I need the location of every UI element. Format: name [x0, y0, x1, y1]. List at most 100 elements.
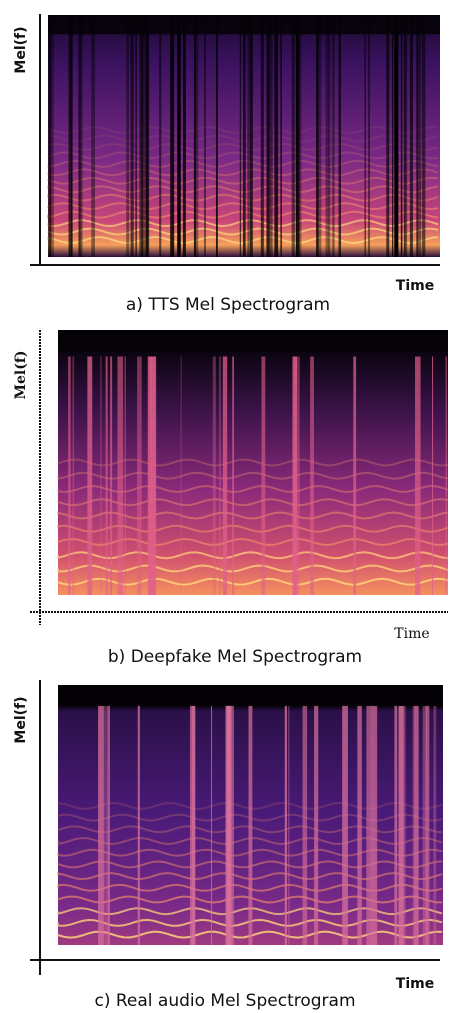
texture-stroke: [374, 705, 378, 945]
texture-stroke: [325, 15, 329, 257]
texture-stroke: [177, 15, 180, 257]
texture-stroke: [400, 15, 403, 257]
texture-stroke: [353, 356, 357, 595]
texture-stroke: [130, 15, 134, 257]
texture-stroke: [431, 356, 434, 595]
texture-stroke: [152, 356, 157, 595]
texture-stroke: [98, 705, 104, 945]
texture-stroke: [247, 15, 250, 257]
texture-stroke: [126, 15, 130, 257]
texture-stroke: [317, 15, 322, 257]
texture-stroke: [415, 356, 421, 595]
texture-stroke: [261, 356, 266, 595]
caption: b) Deepfake Mel Spectrogram: [108, 647, 362, 667]
texture-stroke: [215, 15, 218, 257]
texture-stroke: [395, 15, 399, 257]
texture-stroke: [316, 15, 319, 257]
texture-stroke: [404, 15, 406, 257]
texture-stroke: [147, 356, 153, 595]
texture-stroke: [418, 15, 422, 257]
texture-stroke: [145, 15, 149, 257]
texture-stroke: [100, 356, 102, 595]
texture-stroke: [139, 15, 144, 257]
texture-stroke: [193, 15, 196, 257]
texture-stroke: [342, 705, 348, 945]
x-axis-label: Time: [394, 626, 429, 642]
texture-stroke: [70, 15, 73, 257]
texture-stroke: [58, 330, 448, 352]
texture: [57, 685, 443, 945]
texture-stroke: [260, 15, 264, 257]
texture-stroke: [91, 15, 95, 257]
texture-stroke: [219, 356, 221, 595]
texture-stroke: [413, 705, 419, 945]
texture-stroke: [72, 356, 75, 595]
texture-stroke: [226, 705, 231, 945]
y-axis-label: Mel(f): [13, 351, 29, 400]
x-axis-label: Time: [396, 976, 434, 992]
texture-stroke: [48, 15, 440, 35]
texture-stroke: [242, 15, 246, 257]
texture-stroke: [403, 705, 406, 945]
texture-stroke: [232, 356, 235, 595]
texture-stroke: [180, 356, 182, 595]
texture-stroke: [107, 705, 110, 945]
texture: [57, 330, 449, 595]
texture-stroke: [117, 356, 124, 595]
texture-stroke: [284, 705, 287, 945]
texture-stroke: [68, 15, 72, 257]
texture-stroke: [248, 705, 253, 945]
texture-stroke: [212, 356, 216, 595]
texture-stroke: [412, 705, 414, 945]
texture-stroke: [110, 356, 113, 595]
texture-stroke: [194, 15, 199, 257]
texture-stroke: [210, 705, 213, 945]
texture-stroke: [170, 15, 175, 257]
texture-stroke: [182, 15, 186, 257]
y-axis-label: Mel(f): [13, 26, 29, 73]
texture-stroke: [398, 705, 404, 945]
texture-stroke: [189, 705, 196, 945]
texture-stroke: [280, 15, 282, 257]
texture-stroke: [370, 705, 375, 945]
texture-stroke: [425, 705, 430, 945]
texture: [47, 15, 440, 257]
texture-stroke: [422, 705, 428, 945]
texture-stroke: [332, 15, 335, 257]
texture-stroke: [105, 356, 108, 595]
caption: a) TTS Mel Spectrogram: [126, 295, 330, 315]
texture-stroke: [293, 356, 300, 595]
texture-stroke: [445, 356, 447, 595]
texture-stroke: [239, 15, 241, 257]
caption: c) Real audio Mel Spectrogram: [94, 991, 355, 1011]
texture-stroke: [422, 15, 426, 257]
texture-stroke: [386, 15, 390, 257]
texture-stroke: [314, 705, 319, 945]
texture-stroke: [295, 15, 300, 257]
texture-stroke: [302, 705, 308, 945]
texture-stroke: [225, 705, 229, 945]
texture-stroke: [102, 705, 108, 945]
y-axis-label: Mel(f): [13, 696, 29, 743]
texture-stroke: [292, 356, 298, 595]
texture-stroke: [204, 15, 206, 257]
texture-stroke: [395, 705, 398, 945]
texture-stroke: [48, 15, 52, 257]
texture-stroke: [403, 15, 408, 257]
texture-stroke: [250, 15, 253, 257]
texture-stroke: [310, 356, 314, 595]
texture-stroke: [228, 705, 234, 945]
x-axis-label: Time: [396, 278, 434, 294]
texture-stroke: [78, 15, 83, 257]
texture-stroke: [135, 15, 137, 257]
texture-stroke: [124, 356, 126, 595]
texture-stroke: [409, 15, 413, 257]
texture-stroke: [222, 356, 228, 595]
texture-stroke: [274, 15, 279, 257]
texture-stroke: [137, 356, 142, 595]
texture-stroke: [269, 15, 273, 257]
texture-stroke: [366, 705, 371, 945]
texture-stroke: [58, 685, 443, 706]
texture-stroke: [338, 15, 341, 257]
